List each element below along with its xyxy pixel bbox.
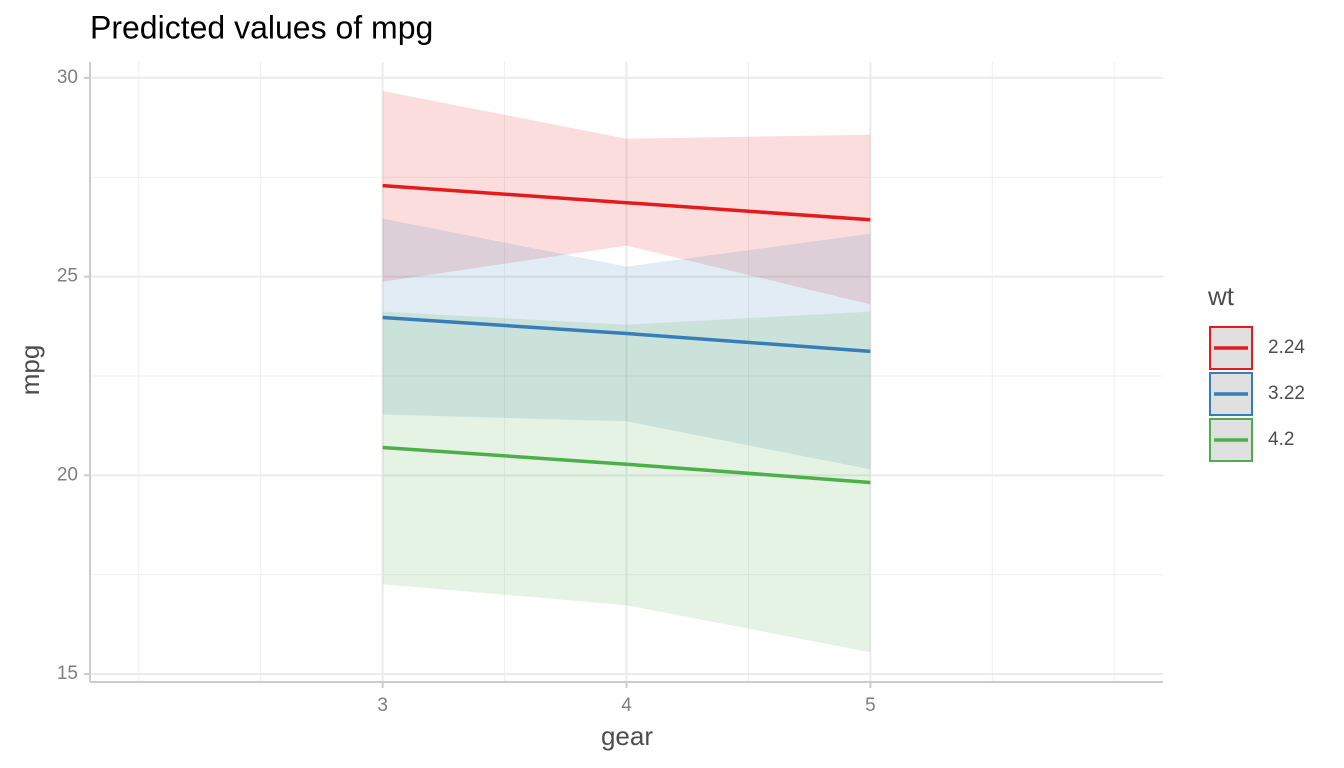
y-axis-label: mpg xyxy=(15,345,45,396)
confidence-band xyxy=(382,218,871,470)
y-tick-label: 25 xyxy=(57,266,78,287)
chart-title: Predicted values of mpg xyxy=(90,9,433,45)
x-axis-label: gear xyxy=(601,721,653,751)
y-tick-label: 15 xyxy=(57,663,78,684)
legend-label: 3.22 xyxy=(1268,383,1305,404)
line xyxy=(382,315,871,354)
legend-label: 2.24 xyxy=(1268,337,1305,358)
confidence-band xyxy=(382,311,871,653)
y-tick-label: 20 xyxy=(57,464,78,485)
x-tick-label: 5 xyxy=(865,695,876,716)
y-tick-label: 30 xyxy=(57,67,78,88)
line xyxy=(382,445,871,485)
confidence-band xyxy=(382,91,871,305)
x-tick-label: 3 xyxy=(377,695,388,716)
legend-label: 4.2 xyxy=(1268,429,1294,450)
legend-title: wt xyxy=(1207,281,1235,311)
line xyxy=(382,183,871,222)
x-tick-label: 4 xyxy=(621,695,632,716)
